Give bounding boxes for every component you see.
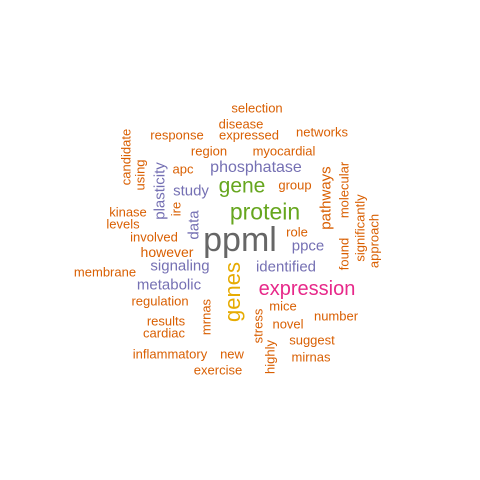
word-found: found xyxy=(336,237,352,271)
word-inflammatory: inflammatory xyxy=(132,346,208,362)
word-metabolic: metabolic xyxy=(136,276,202,294)
word-ppml: ppml xyxy=(203,221,277,259)
word-group: group xyxy=(278,177,312,193)
word-significantly: significantly xyxy=(352,194,368,262)
word-regulation: regulation xyxy=(131,293,189,309)
word-disease: disease xyxy=(218,116,264,132)
word-protein: protein xyxy=(229,198,301,225)
word-networks: networks xyxy=(295,124,349,140)
word-selection: selection xyxy=(231,100,283,116)
word-involved: involved xyxy=(130,229,178,245)
word-however: however xyxy=(140,244,194,260)
word-novel: novel xyxy=(272,316,304,332)
word-genes: genes xyxy=(220,262,245,322)
word-approach: approach xyxy=(366,213,382,269)
word-exercise: exercise xyxy=(193,362,243,378)
word-cardiac: cardiac xyxy=(143,325,185,341)
word-pathways: pathways xyxy=(317,166,335,230)
word-mice: mice xyxy=(269,298,297,314)
word-data: data xyxy=(185,210,203,240)
word-apc: apc xyxy=(172,161,194,177)
word-highly: highly xyxy=(262,340,278,374)
word-response: response xyxy=(150,127,204,143)
word-number: number xyxy=(313,308,359,324)
word-stress: stress xyxy=(250,308,266,344)
word-expressed: expressed xyxy=(219,127,279,143)
word-signaling: signaling xyxy=(150,257,210,275)
word-region: region xyxy=(190,143,228,159)
word-ppce: ppce xyxy=(291,237,325,255)
word-suggest: suggest xyxy=(289,332,335,348)
word-results: results xyxy=(146,313,186,329)
word-gene: gene xyxy=(218,174,266,198)
word-study: study xyxy=(173,182,209,200)
word-expression: expression xyxy=(258,278,356,300)
word-plasticity: plasticity xyxy=(151,162,169,220)
word-new: new xyxy=(220,346,244,362)
word-candidate: candidate xyxy=(118,128,134,186)
word-myocardial: myocardial xyxy=(252,143,316,159)
word-role: role xyxy=(286,224,308,240)
word-identified: identified xyxy=(255,258,317,276)
word-phosphatase: phosphatase xyxy=(210,159,302,176)
word-levels: levels xyxy=(106,216,140,232)
word-ire: ire xyxy=(168,201,184,217)
word-mirnas: mirnas xyxy=(291,349,331,365)
word-mrnas: mrnas xyxy=(198,298,214,336)
word-kinase: kinase xyxy=(109,204,147,220)
word-molecular: molecular xyxy=(336,161,352,219)
word-using: using xyxy=(132,159,148,191)
word-membrane: membrane xyxy=(73,264,137,280)
